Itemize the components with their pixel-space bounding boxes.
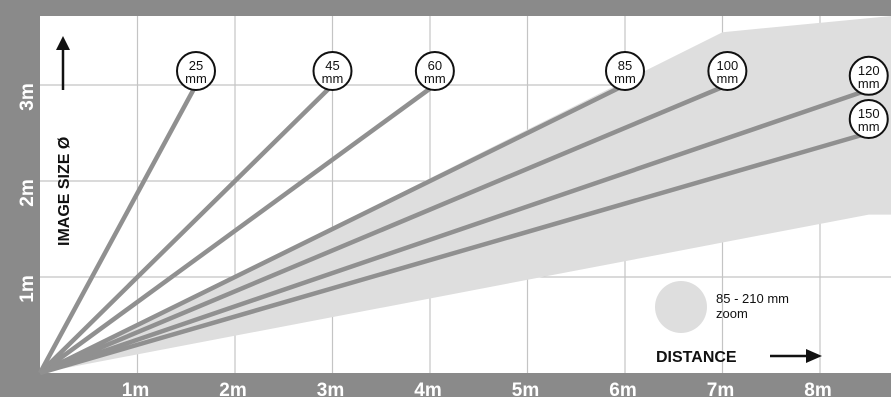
lens-badge-circle xyxy=(848,99,889,139)
series-line-120-mm xyxy=(39,87,870,376)
lens-badge-unit: mm xyxy=(322,71,344,86)
zoom-legend-label-line1: 85 - 210 mm xyxy=(716,291,789,306)
y-axis-title-group: IMAGE SIZE Ø xyxy=(56,36,73,246)
lens-badge-value: 120 xyxy=(858,63,880,78)
lens-badge-unit: mm xyxy=(185,71,207,86)
x-axis-arrowhead-icon xyxy=(806,349,822,363)
lens-badge-value: 150 xyxy=(858,106,880,121)
lens-badge-unit: mm xyxy=(424,71,446,86)
lens-badge-unit: mm xyxy=(858,119,880,134)
y-axis-arrowhead-icon xyxy=(56,36,70,50)
x-tick-label: 6m xyxy=(609,380,636,397)
y-axis-title: IMAGE SIZE Ø xyxy=(56,137,73,246)
x-tick-label: 2m xyxy=(219,380,246,397)
zoom-legend: 85 - 210 mm zoom xyxy=(655,281,789,333)
x-tick-label: 3m xyxy=(317,380,344,397)
lens-badge-circle xyxy=(605,51,645,91)
zoom-legend-label-line2: zoom xyxy=(716,306,748,321)
x-tick-labels: 1m 2m 3m 4m 5m 6m 7m 8m xyxy=(122,380,832,397)
series-line-85-mm xyxy=(39,82,626,376)
lens-badge-value: 60 xyxy=(428,58,442,73)
y-tick-label: 2m xyxy=(17,179,38,206)
lens-badge-circle xyxy=(414,51,455,91)
lens-badge-value: 25 xyxy=(189,58,203,73)
lens-badge-circle xyxy=(848,55,889,96)
x-tick-label: 5m xyxy=(512,380,539,397)
x-axis-title-group: DISTANCE xyxy=(656,349,822,366)
series-line-100-mm xyxy=(39,82,729,376)
series-line-150-mm xyxy=(39,130,870,376)
lens-badge-unit: mm xyxy=(858,76,880,91)
series-line-25-mm xyxy=(38,83,198,375)
series-line-45-mm xyxy=(38,83,335,375)
lens-badge-value: 100 xyxy=(717,58,739,73)
y-tick-label: 3m xyxy=(17,83,38,110)
lens-badge-circle xyxy=(176,51,216,91)
x-tick-label: 4m xyxy=(414,380,441,397)
lens-badge-circle xyxy=(707,51,748,91)
lens-badge-circle xyxy=(312,51,353,91)
lens-badge-value: 85 xyxy=(618,58,632,73)
lens-badge-unit: mm xyxy=(614,71,636,86)
x-tick-label: 8m xyxy=(804,380,831,397)
y-tick-labels: 1m 2m 3m xyxy=(17,83,38,302)
x-axis-title: DISTANCE xyxy=(656,349,737,366)
x-tick-label: 7m xyxy=(707,380,734,397)
y-tick-label: 1m xyxy=(17,275,38,302)
x-tick-label: 1m xyxy=(122,380,149,397)
zoom-legend-swatch xyxy=(655,281,707,333)
focal-length-lines xyxy=(38,82,870,376)
lens-badge-unit: mm xyxy=(717,71,739,86)
series-line-60-mm xyxy=(38,83,437,375)
lens-badge-value: 45 xyxy=(325,58,339,73)
